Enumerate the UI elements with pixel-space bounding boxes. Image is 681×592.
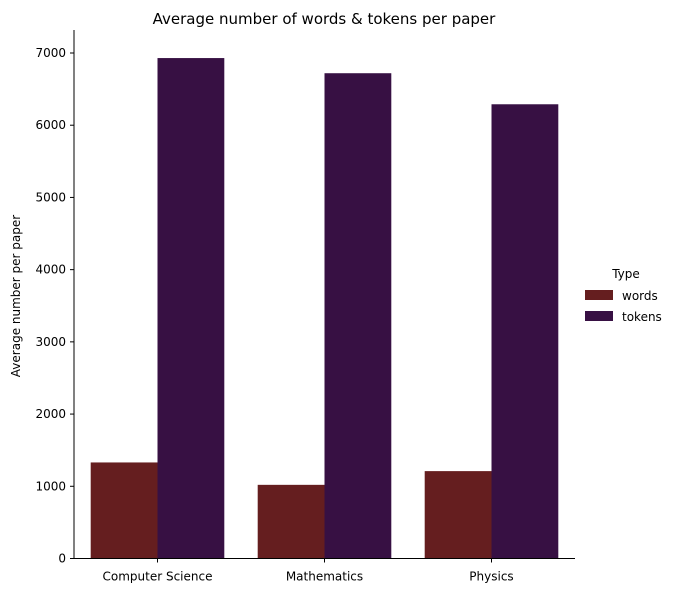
chart-title: Average number of words & tokens per pap… <box>153 10 496 28</box>
y-tick-label: 0 <box>58 552 66 566</box>
y-tick-label: 5000 <box>35 190 66 204</box>
bar-words-2 <box>424 471 492 559</box>
x-axis-ticks: Computer Science Mathematics Physics <box>103 558 514 584</box>
bar-tokens-2 <box>491 104 559 559</box>
bar-tokens-1 <box>324 73 392 559</box>
x-tick-label: Mathematics <box>286 570 363 584</box>
y-tick-label: 7000 <box>35 46 66 60</box>
legend-label-tokens: tokens <box>622 310 662 324</box>
legend-swatch-tokens <box>585 311 613 321</box>
y-tick-label: 1000 <box>35 479 66 493</box>
bar-tokens-0 <box>157 58 225 559</box>
y-tick-label: 4000 <box>35 263 66 277</box>
y-axis-label: Average number per paper <box>9 215 23 377</box>
y-tick-label: 6000 <box>35 118 66 132</box>
legend-title: Type <box>611 267 640 281</box>
legend-label-words: words <box>622 289 658 303</box>
y-tick-label: 3000 <box>35 335 66 349</box>
bar-words-0 <box>90 462 158 559</box>
plot-area <box>90 58 559 559</box>
legend-swatch-words <box>585 290 613 300</box>
bar-words-1 <box>257 484 325 559</box>
x-tick-label: Physics <box>469 570 513 584</box>
y-axis-ticks: 0 1000 2000 3000 4000 5000 6000 7000 <box>35 46 74 566</box>
x-tick-label: Computer Science <box>103 570 213 584</box>
legend: Type words tokens <box>585 267 662 324</box>
y-tick-label: 2000 <box>35 407 66 421</box>
